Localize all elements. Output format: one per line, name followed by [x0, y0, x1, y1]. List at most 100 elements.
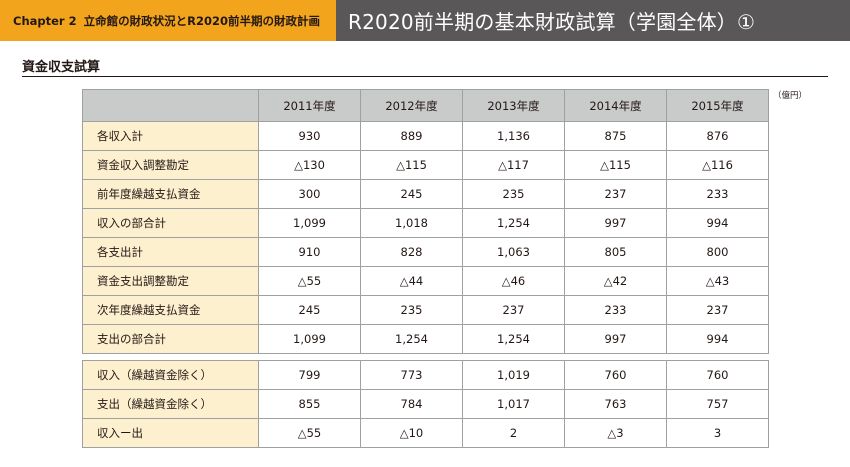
value-cell: 245	[360, 179, 463, 209]
value-cell: △43	[666, 266, 769, 296]
chapter-banner: Chapter 2 立命館の財政状況とR2020前半期の財政計画	[0, 0, 336, 41]
value-cell: 760	[564, 360, 667, 390]
value-cell: 1,099	[258, 208, 361, 238]
row-label: 資金支出調整勘定	[82, 266, 259, 296]
table-row: 支出の部合計 1,099 1,254 1,254 997 994	[82, 324, 769, 354]
column-header-2015: 2015年度	[666, 89, 769, 122]
table-row: 資金支出調整勘定 △55 △44 △46 △42 △43	[82, 266, 769, 296]
table-row: 各支出計 910 828 1,063 805 800	[82, 237, 769, 267]
value-cell: △46	[462, 266, 565, 296]
value-cell: △130	[258, 150, 361, 180]
value-cell: 2	[462, 418, 565, 448]
group-separator	[82, 353, 769, 361]
value-cell: △55	[258, 418, 361, 448]
chapter-label: Chapter 2	[13, 13, 77, 28]
value-cell: 233	[564, 295, 667, 325]
page-header: Chapter 2 立命館の財政状況とR2020前半期の財政計画 R2020前半…	[0, 0, 850, 41]
table-row: 収入（繰越資金除く） 799 773 1,019 760 760	[82, 360, 769, 390]
value-cell: 875	[564, 121, 667, 151]
value-cell: 889	[360, 121, 463, 151]
value-cell: 235	[360, 295, 463, 325]
row-label: 収入の部合計	[82, 208, 259, 238]
row-label: 次年度繰越支払資金	[82, 295, 259, 325]
value-cell: 235	[462, 179, 565, 209]
row-label: 各収入計	[82, 121, 259, 151]
table-row: 支出（繰越資金除く） 855 784 1,017 763 757	[82, 389, 769, 419]
unit-label: （億円）	[773, 91, 808, 101]
value-cell: 1,254	[462, 324, 565, 354]
value-cell: △10	[360, 418, 463, 448]
value-cell: 800	[666, 237, 769, 267]
table-corner-cell	[82, 89, 259, 122]
value-cell: 828	[360, 237, 463, 267]
value-cell: 997	[564, 208, 667, 238]
value-cell: 237	[462, 295, 565, 325]
value-cell: 300	[258, 179, 361, 209]
value-cell: △44	[360, 266, 463, 296]
row-label: 資金収入調整勘定	[82, 150, 259, 180]
table-row: 収入の部合計 1,099 1,018 1,254 997 994	[82, 208, 769, 238]
separator-cell	[360, 353, 463, 361]
chapter-title: 立命館の財政状況とR2020前半期の財政計画	[83, 13, 320, 28]
value-cell: 1,017	[462, 389, 565, 419]
column-header-2014: 2014年度	[564, 89, 667, 122]
value-cell: 994	[666, 208, 769, 238]
separator-cell	[666, 353, 769, 361]
table-row: 前年度繰越支払資金 300 245 235 237 233	[82, 179, 769, 209]
value-cell: 855	[258, 389, 361, 419]
row-label: 収入（繰越資金除く）	[82, 360, 259, 390]
value-cell: 799	[258, 360, 361, 390]
value-cell: 997	[564, 324, 667, 354]
value-cell: 1,136	[462, 121, 565, 151]
value-cell: △115	[360, 150, 463, 180]
row-label: 前年度繰越支払資金	[82, 179, 259, 209]
value-cell: △55	[258, 266, 361, 296]
row-label: 支出の部合計	[82, 324, 259, 354]
value-cell: △3	[564, 418, 667, 448]
column-header-2012: 2012年度	[360, 89, 463, 122]
value-cell: 805	[564, 237, 667, 267]
table-header-row: 2011年度 2012年度 2013年度 2014年度 2015年度	[82, 89, 769, 122]
value-cell: 876	[666, 121, 769, 151]
value-cell: 773	[360, 360, 463, 390]
table-row: 各収入計 930 889 1,136 875 876	[82, 121, 769, 151]
value-cell: 237	[666, 295, 769, 325]
value-cell: 760	[666, 360, 769, 390]
value-cell: 1,019	[462, 360, 565, 390]
separator-cell	[82, 353, 259, 361]
value-cell: 1,099	[258, 324, 361, 354]
section-heading: 資金収支試算	[22, 60, 101, 75]
value-cell: 1,254	[462, 208, 565, 238]
separator-cell	[564, 353, 667, 361]
value-cell: 3	[666, 418, 769, 448]
value-cell: △115	[564, 150, 667, 180]
table-row: 次年度繰越支払資金 245 235 237 233 237	[82, 295, 769, 325]
value-cell: 1,018	[360, 208, 463, 238]
page-title: R2020前半期の基本財政試算（学園全体）①	[348, 10, 756, 34]
value-cell: 910	[258, 237, 361, 267]
page-title-bar: R2020前半期の基本財政試算（学園全体）①	[336, 0, 850, 41]
value-cell: 245	[258, 295, 361, 325]
table-row: 資金収入調整勘定 △130 △115 △117 △115 △116	[82, 150, 769, 180]
separator-cell	[462, 353, 565, 361]
value-cell: 237	[564, 179, 667, 209]
separator-cell	[258, 353, 361, 361]
row-label: 支出（繰越資金除く）	[82, 389, 259, 419]
value-cell: △116	[666, 150, 769, 180]
heading-divider	[22, 76, 828, 77]
value-cell: 1,063	[462, 237, 565, 267]
value-cell: 1,254	[360, 324, 463, 354]
value-cell: 930	[258, 121, 361, 151]
value-cell: △42	[564, 266, 667, 296]
column-header-2011: 2011年度	[258, 89, 361, 122]
value-cell: 757	[666, 389, 769, 419]
row-label: 収入ー出	[82, 418, 259, 448]
cash-flow-table: 2011年度 2012年度 2013年度 2014年度 2015年度 各収入計 9…	[82, 89, 769, 448]
column-header-2013: 2013年度	[462, 89, 565, 122]
value-cell: 784	[360, 389, 463, 419]
value-cell: 994	[666, 324, 769, 354]
table-row: 収入ー出 △55 △10 2 △3 3	[82, 418, 769, 448]
row-label: 各支出計	[82, 237, 259, 267]
value-cell: 233	[666, 179, 769, 209]
value-cell: △117	[462, 150, 565, 180]
